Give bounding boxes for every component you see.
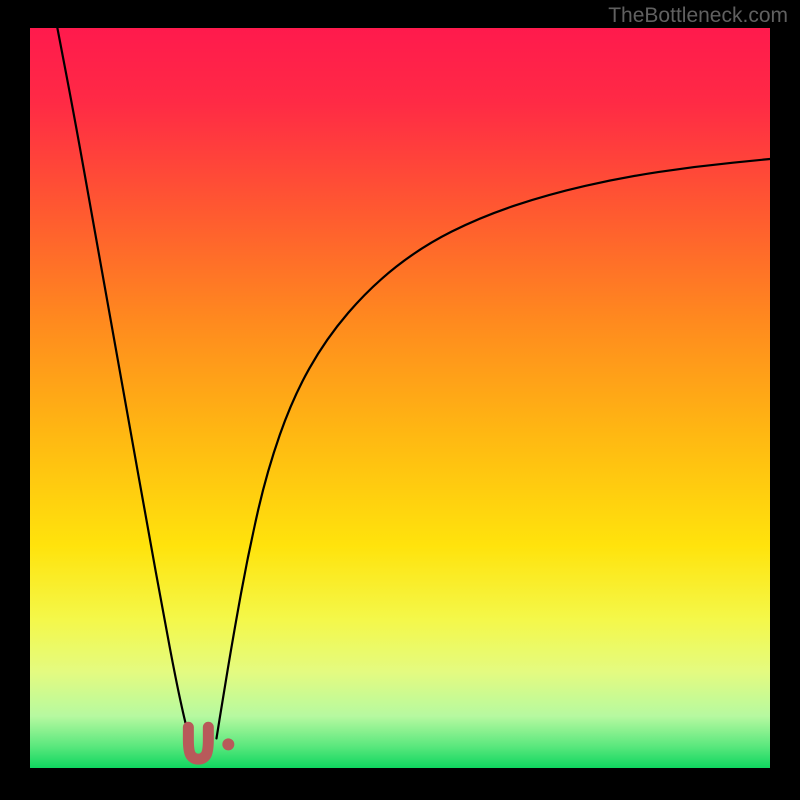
- watermark-label: TheBottleneck.com: [608, 4, 788, 28]
- plot-background: [30, 28, 770, 768]
- bottleneck-chart: [0, 0, 800, 800]
- valley-dot-marker: [222, 738, 234, 750]
- root-container: TheBottleneck.com: [0, 0, 800, 800]
